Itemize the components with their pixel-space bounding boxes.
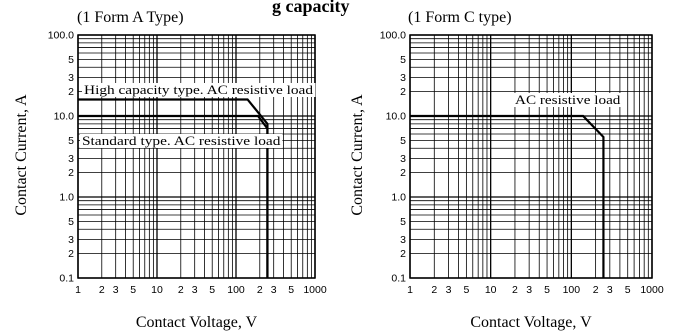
y-tick-label: 2 <box>400 86 406 98</box>
y-tick-label: 10.0 <box>386 111 407 123</box>
x-tick-label: 5 <box>130 284 136 296</box>
series-line <box>410 114 605 278</box>
y-tick-label: 3 <box>400 72 406 84</box>
y-tick-label: 1.0 <box>391 192 406 204</box>
series-label: Standard type. AC resistive load <box>82 134 281 148</box>
x-tick-label: 3 <box>271 284 277 296</box>
series-label-background <box>82 83 316 97</box>
y-tick-label: 3 <box>68 72 74 84</box>
x-tick-label: 5 <box>209 284 215 296</box>
y-tick-label: 0.1 <box>391 273 406 285</box>
x-axis-label: Contact Voltage, V <box>470 314 592 331</box>
y-tick-label: 5 <box>68 216 74 228</box>
x-axis-label: Contact Voltage, V <box>136 314 258 331</box>
x-tick-label: 2 <box>512 284 518 296</box>
y-tick-label: 0.1 <box>59 273 74 285</box>
x-tick-label: 5 <box>544 284 550 296</box>
x-tick-label: 1000 <box>640 284 664 296</box>
x-tick-label: 10 <box>485 284 497 296</box>
y-tick-label: 5 <box>400 135 406 147</box>
y-tick-label: 5 <box>68 135 74 147</box>
x-tick-label: 1000 <box>303 284 327 296</box>
series-line <box>78 98 269 278</box>
series-label: AC resistive load <box>515 93 621 107</box>
x-tick-label: 2 <box>99 284 105 296</box>
x-tick-label: 1 <box>75 284 81 296</box>
plot-frame <box>409 34 653 279</box>
y-tick-label: 100.0 <box>380 30 406 42</box>
chart-title: (1 Form A Type) <box>77 9 184 26</box>
x-tick-label: 5 <box>625 284 631 296</box>
chart-1-form-a: (1 Form A Type)1 2 3 5 10 2 3 5 100 2 3 5 10000.1235… <box>13 9 327 331</box>
partial-header-title: g capacity <box>272 0 349 16</box>
x-tick-label: 5 <box>288 284 294 296</box>
chart-1-form-c: (1 Form C type)1 2 3 5 10 2 3 5 100 2 3 5 10000.1235… <box>349 9 664 331</box>
x-tick-label: 3 <box>526 284 532 296</box>
y-axis-label: Contact Current, A <box>349 94 366 216</box>
y-tick-label: 2 <box>68 167 74 179</box>
y-tick-label: 5 <box>400 54 406 66</box>
x-tick-label: 100 <box>227 284 245 296</box>
y-tick-label: 10.0 <box>54 111 75 123</box>
x-tick-label: 100 <box>563 284 581 296</box>
y-tick-label: 3 <box>68 153 74 165</box>
series-label: High capacity type. AC resistive load <box>84 83 314 97</box>
x-tick-label: 2 <box>257 284 263 296</box>
y-tick-label: 5 <box>400 216 406 228</box>
y-tick-label: 5 <box>68 54 74 66</box>
y-tick-label: 1.0 <box>59 192 74 204</box>
y-tick-label: 3 <box>400 234 406 246</box>
y-tick-label: 100.0 <box>48 30 74 42</box>
y-axis-label: Contact Current, A <box>13 94 30 216</box>
y-tick-label: 2 <box>400 167 406 179</box>
y-tick-label: 2 <box>68 86 74 98</box>
series-label-background <box>513 93 623 107</box>
y-tick-label: 2 <box>68 248 74 260</box>
series-label-background <box>80 134 283 148</box>
x-tick-label: 10 <box>151 284 163 296</box>
chart-title: (1 Form C type) <box>408 9 512 26</box>
x-tick-label: 3 <box>446 284 452 296</box>
x-tick-label: 2 <box>593 284 599 296</box>
x-tick-label: 5 <box>463 284 469 296</box>
x-tick-label: 2 <box>178 284 184 296</box>
series-line <box>78 114 269 278</box>
y-tick-label: 3 <box>400 153 406 165</box>
x-tick-label: 3 <box>192 284 198 296</box>
x-tick-label: 3 <box>607 284 613 296</box>
x-tick-label: 1 <box>407 284 413 296</box>
plot-frame <box>77 34 316 279</box>
y-tick-label: 3 <box>68 234 74 246</box>
y-tick-label: 2 <box>400 248 406 260</box>
x-tick-label: 3 <box>113 284 119 296</box>
x-tick-label: 2 <box>431 284 437 296</box>
